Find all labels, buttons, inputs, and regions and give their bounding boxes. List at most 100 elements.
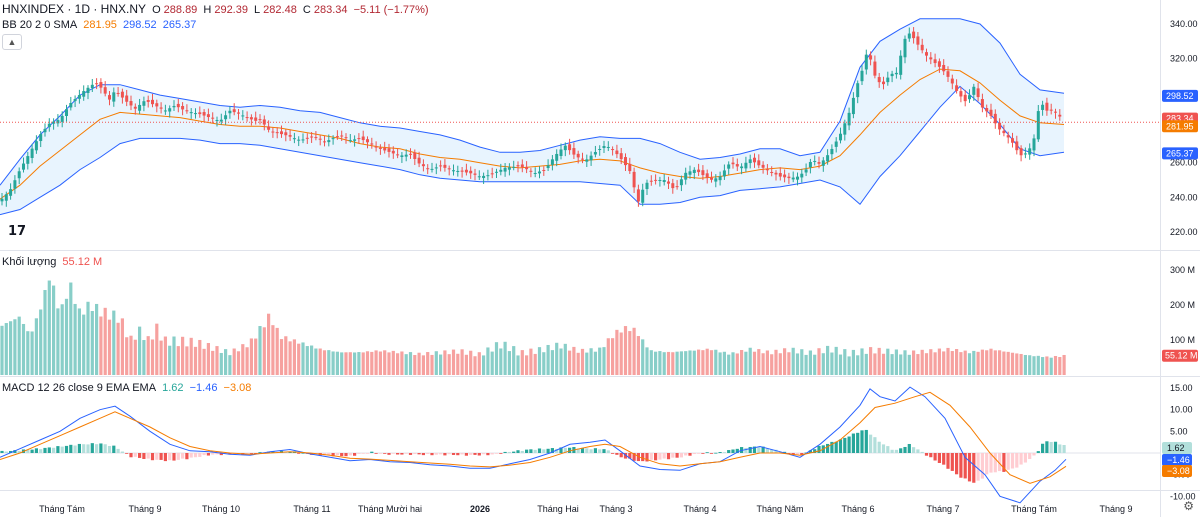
macd-hist-bar [499, 453, 503, 454]
symbol-title[interactable]: HNXINDEX · 1D · HNX.NY [2, 2, 147, 16]
volume-bar [800, 349, 804, 375]
volume-bar [1023, 354, 1027, 375]
candle-body [34, 141, 38, 151]
candle-body [925, 52, 928, 56]
candle-body [99, 82, 103, 88]
candle-body [421, 164, 425, 167]
macd-hist-bar [1002, 453, 1006, 472]
macd-hist-bar [813, 449, 817, 453]
volume-bar [417, 352, 421, 375]
volume-bar [34, 318, 38, 375]
candle-body [9, 189, 13, 196]
macd-hist-badge [1162, 442, 1192, 454]
candle-body [606, 146, 610, 148]
volume-bar [146, 336, 150, 375]
candle-body [361, 136, 365, 141]
candle-body [512, 166, 516, 168]
volume-bar [761, 353, 765, 375]
volume-bar [576, 352, 580, 375]
macd-hist-bar [383, 453, 387, 454]
volume-bar [1036, 355, 1040, 375]
candle-body [464, 169, 468, 173]
macd-hist-bar [520, 450, 524, 453]
candle-body [929, 57, 933, 60]
volume-bar [30, 331, 34, 375]
volume-bar [998, 350, 1002, 375]
candle-body [800, 173, 804, 178]
macd-hist-bar [477, 453, 481, 456]
volume-bar [843, 349, 847, 375]
close-value: 283.34 [313, 4, 348, 16]
macd-hist-bar [907, 443, 911, 453]
volume-bar [383, 350, 387, 375]
candle-body [52, 121, 56, 124]
volume-bar [980, 349, 984, 375]
gear-icon[interactable]: ⚙ [1183, 499, 1194, 513]
volume-bar [1045, 356, 1049, 375]
volume-bar [439, 354, 443, 375]
volume-bar [163, 336, 167, 375]
volume-bar [112, 310, 116, 375]
candle-body [335, 136, 339, 138]
volume-bar [340, 352, 344, 375]
macd-hist-bar [649, 453, 653, 460]
candle-body [357, 138, 361, 140]
volume-bar [1032, 356, 1036, 375]
volume-bar [701, 350, 705, 375]
volume-bar [60, 304, 64, 375]
candle-body [159, 107, 163, 109]
volume-bar [649, 350, 653, 375]
macd-hist-bar [258, 452, 262, 453]
macd-hist-bar [116, 448, 120, 453]
volume-bar [189, 337, 193, 375]
candle-body [851, 97, 855, 115]
macd-hist-bar [623, 453, 628, 459]
candle-body [267, 126, 271, 130]
lower-band-badge [1162, 147, 1198, 160]
volume-bar [279, 339, 284, 375]
chevron-up-icon[interactable]: ▲ [2, 34, 22, 50]
candle-body [258, 119, 262, 121]
candle-body [894, 72, 898, 75]
candle-body [232, 109, 236, 113]
time-axis-label: Tháng 3 [599, 504, 632, 514]
volume-bar [516, 355, 520, 375]
macd-hist-bar [705, 452, 709, 454]
volume-badge-text: 55.12 M [1165, 351, 1198, 361]
volume-bar [0, 325, 4, 375]
tradingview-logo-icon[interactable]: 17 [8, 224, 27, 239]
volume-bar [460, 349, 464, 375]
candle-body [550, 159, 554, 165]
macd-hist-bar [684, 453, 688, 456]
bb-legend[interactable]: BB 20 2 0 SMA 281.95 298.52 265.37 [2, 18, 199, 32]
volume-bar [370, 351, 374, 375]
candle-body [1006, 135, 1010, 138]
volume-tick-label: 300 M [1170, 265, 1195, 275]
candle-body [864, 54, 868, 70]
candle-body [305, 137, 309, 139]
volume-bar [826, 345, 830, 375]
volume-bar [473, 356, 477, 375]
macd-hist-bar [817, 445, 821, 453]
time-axis-label: Tháng 6 [841, 504, 874, 514]
macd-hist-badge-text: 1.62 [1167, 443, 1185, 453]
candle-body [804, 169, 808, 173]
macd-hist-bar [69, 444, 73, 453]
volume-bar [211, 350, 215, 375]
macd-hist-bar [17, 450, 21, 453]
candle-body [593, 151, 597, 155]
candle-body [761, 164, 765, 168]
candle-body [409, 153, 412, 155]
volume-bar [598, 347, 602, 375]
candle-body [581, 158, 584, 160]
volume-bar [929, 349, 933, 375]
macd-label: MACD 12 26 close 9 EMA EMA [2, 382, 157, 394]
macd-hist-bar [297, 453, 301, 454]
bb-lower-value: 265.37 [162, 19, 197, 31]
volume-bar [275, 327, 279, 375]
macd-legend[interactable]: MACD 12 26 close 9 EMA EMA 1.62 −1.46 −3… [2, 381, 254, 395]
macd-hist-bar [271, 451, 275, 453]
candle-body [60, 115, 64, 122]
volume-legend[interactable]: Khối lượng 55.12 M [2, 255, 105, 269]
